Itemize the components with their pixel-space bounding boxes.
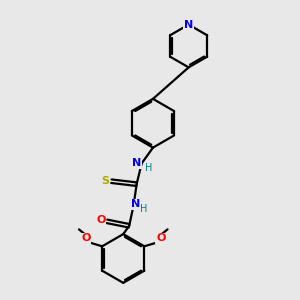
- Text: N: N: [132, 158, 141, 168]
- Text: O: O: [81, 233, 91, 243]
- Text: H: H: [145, 163, 152, 173]
- Text: N: N: [184, 20, 193, 30]
- Text: O: O: [96, 215, 106, 225]
- Text: H: H: [140, 204, 147, 214]
- Text: N: N: [130, 200, 140, 209]
- Text: O: O: [156, 233, 165, 243]
- Text: S: S: [101, 176, 110, 186]
